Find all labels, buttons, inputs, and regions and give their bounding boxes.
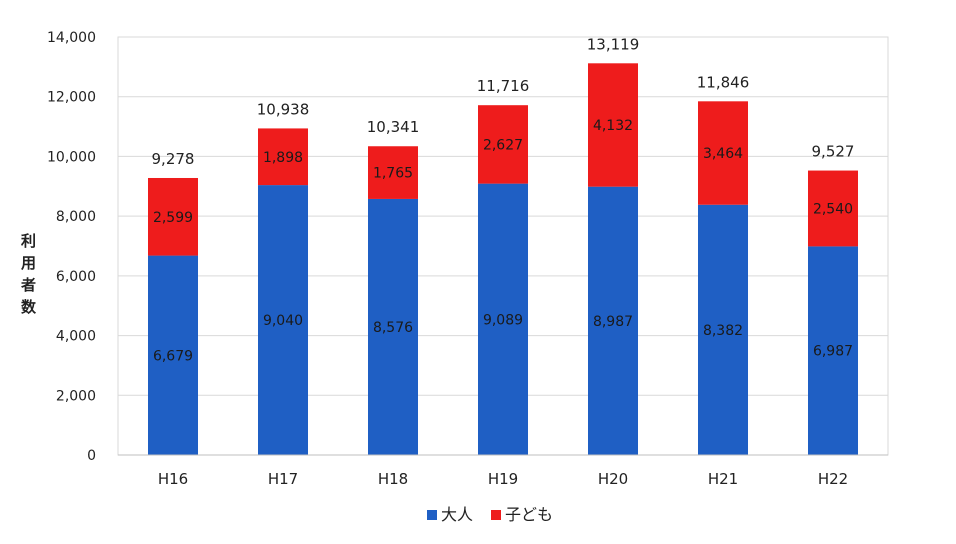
bar-segment-child	[478, 105, 528, 184]
bar-segment-child	[698, 101, 748, 205]
segment-value-label: 3,464	[703, 146, 743, 162]
segment-value-label: 6,679	[153, 348, 193, 364]
segment-value-label: 9,089	[483, 312, 523, 328]
bar-segment-adult	[698, 204, 748, 455]
y-axis-label-char: 者	[21, 276, 36, 294]
bar-segment-adult	[808, 246, 858, 455]
segment-value-label: 8,987	[593, 314, 633, 330]
bar-segment-adult	[368, 198, 418, 456]
segment-value-label: 1,898	[263, 150, 303, 166]
segment-value-label: 4,132	[593, 118, 633, 134]
legend-swatch-child	[491, 510, 501, 520]
x-tick-label: H18	[378, 470, 408, 488]
legend: 大人 子ども	[427, 505, 553, 524]
segment-value-label: 6,987	[813, 344, 853, 360]
total-value-label: 9,278	[152, 150, 195, 168]
x-tick-label: H16	[158, 470, 188, 488]
y-axis-label-char: 数	[21, 298, 37, 316]
y-tick-label: 0	[87, 448, 96, 464]
total-value-label: 10,938	[257, 100, 310, 118]
segment-value-label: 9,040	[263, 313, 303, 329]
y-tick-label: 2,000	[56, 388, 96, 404]
x-tick-label: H19	[488, 470, 518, 488]
y-tick-label: 8,000	[56, 209, 96, 225]
bar-segment-adult	[478, 183, 528, 456]
total-value-label: 13,119	[587, 35, 640, 53]
legend-label: 子ども	[505, 505, 553, 524]
bar-segment-adult	[148, 255, 198, 455]
bar-segment-adult	[258, 185, 308, 455]
segment-value-label: 8,382	[703, 323, 743, 339]
x-tick-label: H20	[598, 470, 628, 488]
segment-value-label: 2,540	[813, 201, 853, 217]
x-tick-label: H22	[818, 470, 848, 488]
y-axis-label: 利用者数	[21, 232, 37, 316]
axes: 0 2,000 4,000 6,000 8,000 10,000 12,000 14,000 H…	[47, 30, 888, 488]
data-labels: 6,679 2,599 9,278 9,040 1,898 10,938 8,576 1,76…	[152, 35, 855, 364]
y-tick-label: 4,000	[56, 329, 96, 345]
segment-value-label: 1,765	[373, 166, 413, 182]
total-value-label: 9,527	[812, 143, 855, 161]
total-value-label: 11,846	[697, 73, 750, 91]
legend-label: 大人	[441, 505, 473, 524]
bar-segment-child	[368, 146, 418, 199]
y-tick-label: 12,000	[47, 90, 96, 106]
total-value-label: 10,341	[367, 118, 420, 136]
bars	[148, 63, 858, 456]
x-tick-label: H17	[268, 470, 298, 488]
bar-segment-child	[258, 128, 308, 186]
segment-value-label: 8,576	[373, 320, 413, 336]
bar-segment-child	[588, 63, 638, 187]
y-tick-label: 14,000	[47, 30, 96, 46]
legend-swatch-adult	[427, 510, 437, 520]
bar-segment-child	[148, 177, 198, 256]
segment-value-label: 2,627	[483, 137, 523, 153]
bar-segment-adult	[588, 186, 638, 455]
y-tick-label: 6,000	[56, 269, 96, 285]
y-axis-label-char: 用	[21, 254, 36, 272]
bar-segment-child	[808, 170, 858, 247]
total-value-label: 11,716	[477, 77, 530, 95]
y-axis-label-char: 利	[21, 232, 36, 250]
x-tick-label: H21	[708, 470, 738, 488]
segment-value-label: 2,599	[153, 210, 193, 226]
y-tick-label: 10,000	[47, 149, 96, 165]
